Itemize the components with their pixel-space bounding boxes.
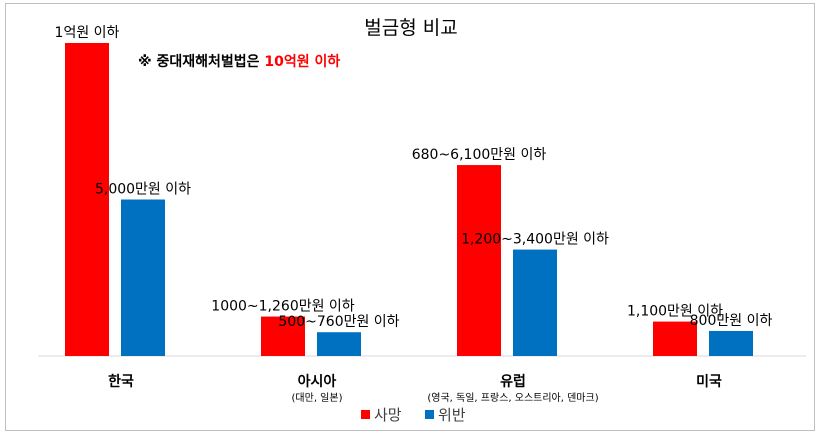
category-label-1: 아시아	[298, 373, 337, 390]
bar-death-1	[261, 316, 305, 356]
chart-note-prefix: ※ 중대재해처벌법은	[138, 53, 264, 70]
legend-swatch-death	[361, 410, 370, 419]
bar-death-0	[65, 43, 109, 356]
data-label-death-1: 1000~1,260만원 이하	[211, 299, 355, 315]
bar-labels-group: 1억원 이하 5,000만원 이하 1000~1,260만원 이하500~760만원…	[55, 25, 773, 330]
bar-death-2	[457, 165, 501, 356]
bar-violation-2	[513, 249, 557, 356]
data-label-violation-0: 5,000만원 이하	[95, 182, 191, 198]
bar-violation-3	[709, 330, 753, 356]
chart-note-highlight: 10억원 이하	[264, 53, 340, 70]
bar-death-3	[653, 321, 697, 356]
data-label-death-0: 1억원 이하	[55, 25, 120, 41]
category-subtitle-1: (대만, 일본)	[292, 392, 343, 404]
category-label-0: 한국	[108, 374, 134, 390]
data-label-violation-3: 800만원 이하	[690, 313, 773, 329]
legend-swatch-violation	[425, 410, 434, 419]
category-label-3: 미국	[696, 374, 722, 390]
category-label-2: 유럽	[500, 374, 526, 390]
data-label-death-2: 680~6,100만원 이하	[412, 147, 547, 163]
data-label-violation-1: 500~760만원 이하	[278, 314, 399, 330]
bar-violation-0	[121, 199, 165, 356]
data-label-death-3: 1,100만원 이하	[627, 304, 723, 320]
legend-label-death: 사망	[374, 406, 402, 424]
category-labels-group: 한국 아시아 (대만, 일본) 유럽 (영국, 독일, 프랑스, 오스트리아, 덴마크)…	[108, 373, 722, 404]
chart-note: ※ 중대재해처벌법은 10억원 이하	[138, 53, 340, 70]
legend: 사망 위반	[361, 406, 466, 424]
bars-group	[65, 43, 753, 356]
chart-title: 벌금형 비교	[364, 17, 457, 39]
bar-violation-1	[317, 332, 361, 356]
category-subtitle-2: (영국, 독일, 프랑스, 오스트리아, 덴마크)	[427, 392, 598, 404]
data-label-violation-2: 1,200~3,400만원 이하	[461, 232, 609, 248]
legend-label-violation: 위반	[438, 406, 466, 424]
